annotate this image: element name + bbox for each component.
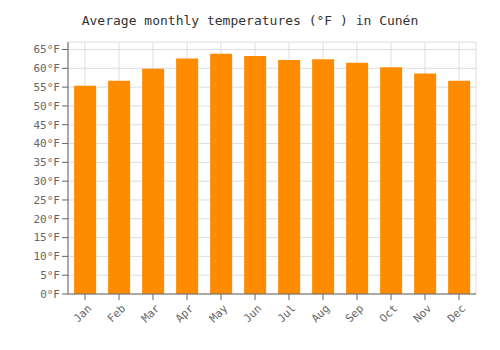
html-text:Average monthly temperatures (: Average monthly temperatures (°F ) in Cu… <box>81 13 419 28</box>
svg-text:60°F: 60°F <box>34 62 61 75</box>
svg-text:15°F: 15°F <box>34 231 61 244</box>
svg-text:Oct: Oct <box>377 302 400 325</box>
svg-text:Jan: Jan <box>71 302 94 325</box>
svg-text:55°F: 55°F <box>34 81 61 94</box>
svg-text:35°F: 35°F <box>34 156 61 169</box>
svg-text:Aug: Aug <box>309 302 332 325</box>
svg-text:40°F: 40°F <box>34 137 61 150</box>
svg-text:Nov: Nov <box>411 302 435 326</box>
svg-text:50°F: 50°F <box>34 100 61 113</box>
svg-text:10°F: 10°F <box>34 250 61 263</box>
svg-text:45°F: 45°F <box>34 119 61 132</box>
svg-text:Sep: Sep <box>343 302 366 325</box>
svg-text:5°F: 5°F <box>40 269 60 282</box>
svg-text:May: May <box>207 302 231 326</box>
svg-text:Feb: Feb <box>105 302 128 325</box>
svg-text:Mar: Mar <box>139 302 163 326</box>
svg-text:0°F: 0°F <box>40 288 60 301</box>
svg-text:Dec: Dec <box>445 302 468 325</box>
svg-text:Jul: Jul <box>275 302 298 325</box>
svg-text:25°F: 25°F <box>34 194 61 207</box>
svg-text:20°F: 20°F <box>34 213 61 226</box>
svg-text:30°F: 30°F <box>34 175 61 188</box>
svg-text:Apr: Apr <box>173 302 197 326</box>
svg-text:65°F: 65°F <box>34 43 61 56</box>
svg-text:Jun: Jun <box>241 302 264 325</box>
